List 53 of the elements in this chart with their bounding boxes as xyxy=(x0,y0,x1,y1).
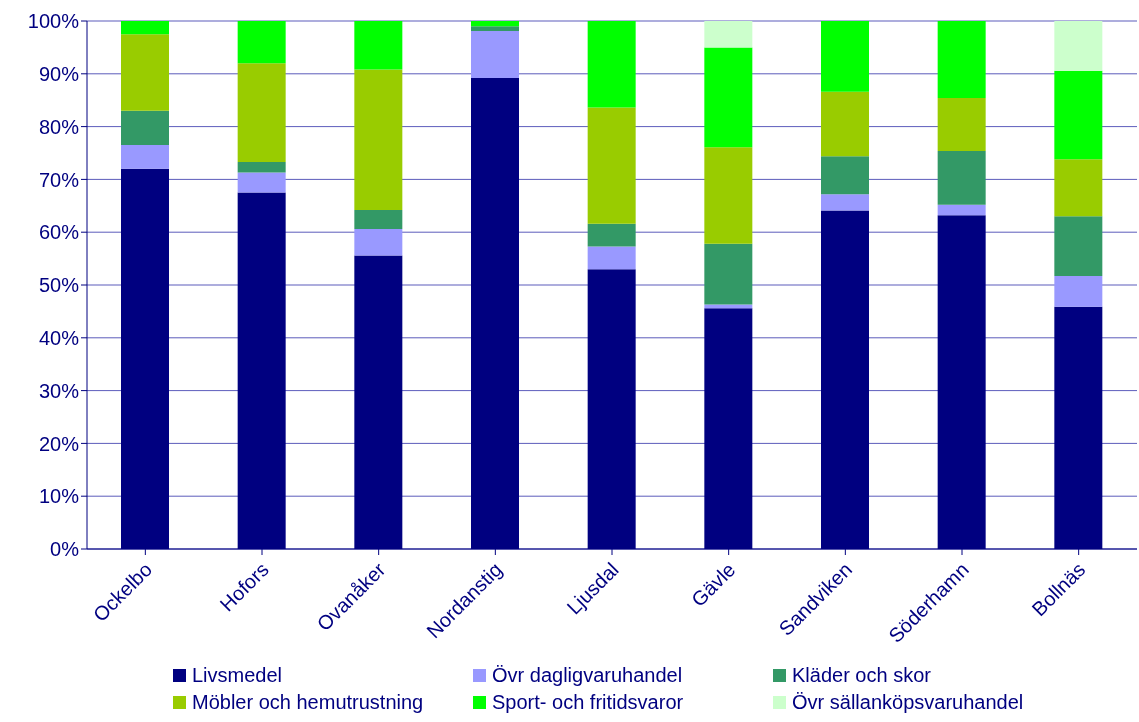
legend-label: Livsmedel xyxy=(192,664,283,687)
bar xyxy=(471,31,519,79)
bar xyxy=(704,21,753,48)
y-tick-label: 70% xyxy=(38,168,80,191)
bar xyxy=(237,21,286,64)
bar xyxy=(121,110,169,146)
y-tick-label: 50% xyxy=(38,274,80,297)
bar xyxy=(937,150,986,205)
bar xyxy=(821,21,869,92)
bar xyxy=(704,47,753,148)
bar xyxy=(937,21,986,99)
bar xyxy=(1054,276,1103,307)
y-tick-label: 80% xyxy=(38,115,80,138)
legend-label: Sport- och fritidsvaror xyxy=(492,691,684,714)
bar xyxy=(1054,70,1103,160)
bar xyxy=(237,172,286,193)
bar xyxy=(471,26,519,32)
bar xyxy=(354,21,403,70)
legend-label: Kläder och skor xyxy=(792,664,931,687)
y-tick-label: 30% xyxy=(38,379,80,402)
bar xyxy=(1054,21,1103,71)
y-tick-label: 100% xyxy=(27,10,80,33)
bar xyxy=(587,223,636,247)
y-tick-label: 20% xyxy=(38,432,80,455)
bar xyxy=(121,34,169,111)
bar xyxy=(704,243,753,305)
bar xyxy=(354,229,403,256)
legend-label: Möbler och hemutrustning xyxy=(192,691,424,714)
y-tick-label: 40% xyxy=(38,326,80,349)
bar xyxy=(587,21,636,108)
bar xyxy=(587,246,636,270)
bar xyxy=(821,91,869,157)
bar xyxy=(937,98,986,151)
bar xyxy=(354,210,403,230)
bar xyxy=(937,204,986,216)
y-tick-label: 0% xyxy=(50,538,80,561)
bar xyxy=(237,63,286,162)
bar xyxy=(1054,216,1103,277)
bar xyxy=(587,107,636,224)
legend-label: Övr sällanköpsvaruhandel xyxy=(792,691,1024,714)
bar xyxy=(354,69,403,211)
bar xyxy=(821,194,869,211)
bar xyxy=(471,21,519,27)
bar xyxy=(821,156,869,195)
legend-label: Övr dagligvaruhandel xyxy=(492,664,683,687)
bar xyxy=(1054,159,1103,217)
y-tick-label: 60% xyxy=(38,221,80,244)
bar xyxy=(121,145,169,169)
bar xyxy=(704,147,753,244)
bar xyxy=(237,161,286,173)
bar xyxy=(121,21,169,35)
y-tick-label: 90% xyxy=(38,62,80,85)
y-tick-label: 10% xyxy=(38,485,80,508)
